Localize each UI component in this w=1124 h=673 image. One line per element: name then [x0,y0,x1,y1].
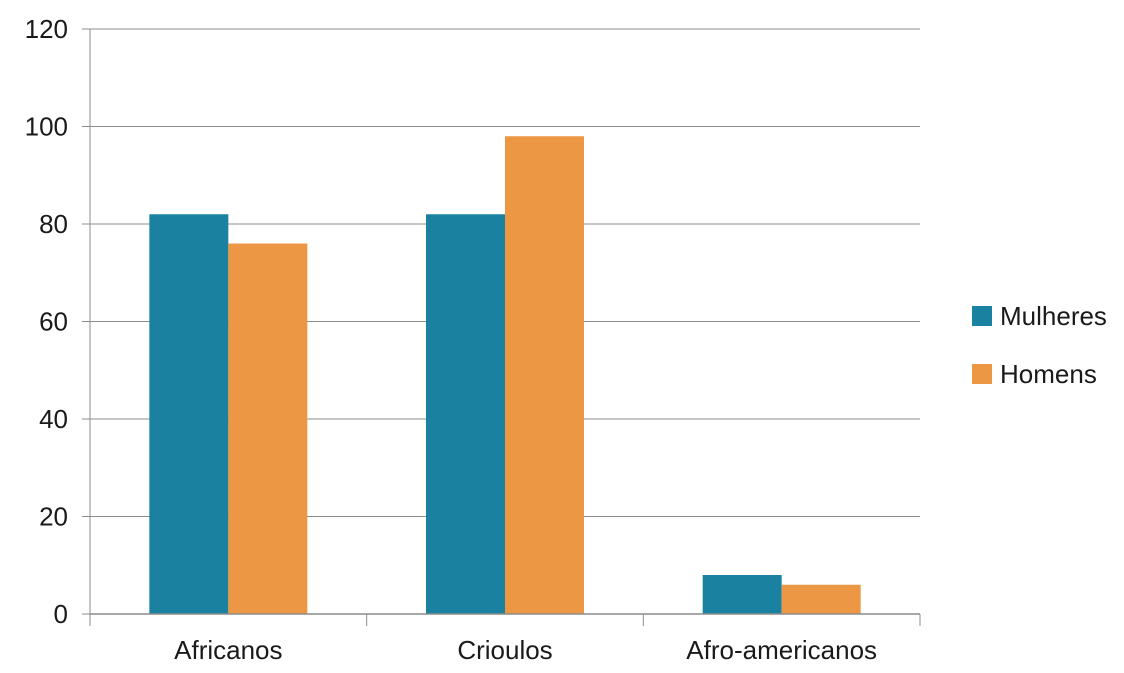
x-category-label-crioulos: Crioulos [457,635,552,665]
legend-label-mulheres: Mulheres [1000,301,1107,331]
bars [149,136,861,614]
y-tick-label-100: 100 [25,112,68,142]
y-tick-label-60: 60 [39,307,68,337]
bar-mulheres-afro-americanos [702,575,782,614]
y-tick-label-40: 40 [39,404,68,434]
legend-label-homens: Homens [1000,359,1097,389]
y-tick-label-80: 80 [39,209,68,239]
y-tick-label-120: 120 [25,14,68,44]
bar-mulheres-crioulos [426,214,505,614]
bar-mulheres-africanos [149,214,229,614]
legend-swatch-homens [972,364,992,384]
bar-homens-afro-americanos [781,584,861,614]
legend-swatch-mulheres [972,306,992,326]
x-category-label-africanos: Africanos [174,635,282,665]
y-tick-label-20: 20 [39,502,68,532]
y-tick-label-0: 0 [54,599,68,629]
axes: 0 20 40 60 80 100 120 Africanos Crioulos Afro-ame… [25,14,921,665]
bar-homens-africanos [228,243,308,614]
bar-homens-crioulos [505,136,584,614]
legend: Mulheres Homens [972,301,1107,389]
x-category-label-afro-americanos: Afro-americanos [686,635,877,665]
